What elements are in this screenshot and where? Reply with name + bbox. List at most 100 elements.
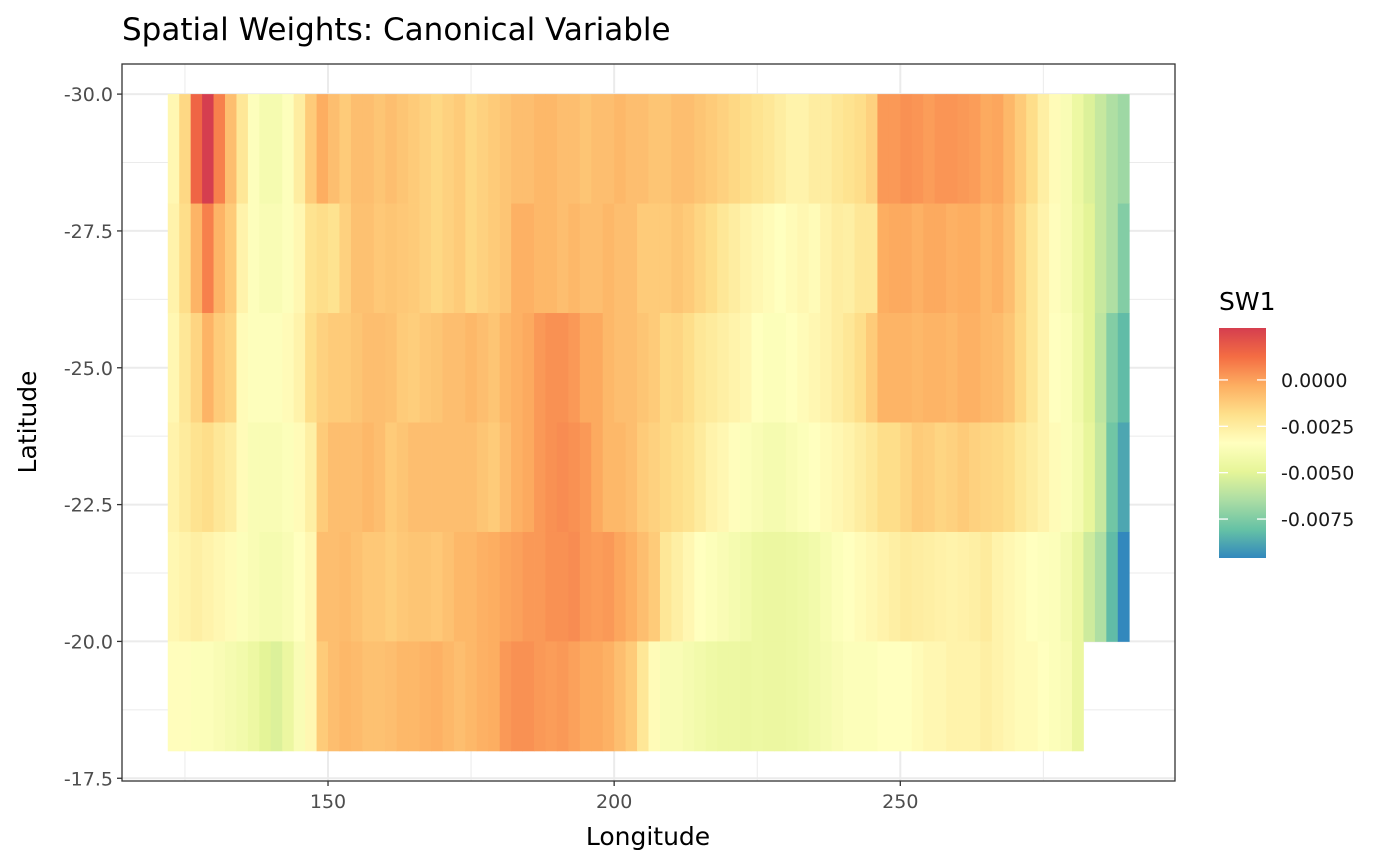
heatmap-cell [453,313,466,423]
heatmap-cell [831,94,844,204]
heatmap-cell [682,203,695,314]
heatmap-cell [1083,203,1096,314]
heatmap-cell [751,641,764,752]
heatmap-cell [1117,531,1130,642]
heatmap-cell [316,641,329,752]
heatmap-cell [808,422,821,533]
legend: SW1 0.0000 -0.0025 -0.0050 -0.0075 [1219,287,1354,558]
y-tick-label: -20.0 [64,631,113,653]
heatmap-cell [728,203,741,314]
heatmap-cell [568,641,581,752]
heatmap-cell [431,422,443,533]
heatmap-cell [946,94,958,204]
heatmap-cell [225,203,237,314]
x-tick-label: 250 [882,791,918,813]
legend-colorbar [1219,328,1266,558]
heatmap-cells [167,94,1130,752]
heatmap-cell [751,313,764,423]
heatmap-cell [740,94,752,204]
heatmap-cell [179,531,192,642]
heatmap-cell [671,203,684,314]
heatmap-cell [213,203,226,314]
heatmap-cell [236,203,249,314]
heatmap-cell [465,313,478,423]
heatmap-cell [442,641,455,752]
heatmap-cell [659,641,672,752]
heatmap-cell [213,641,226,752]
heatmap-cell [396,203,409,314]
heatmap-cell [465,531,478,642]
heatmap-cell [934,531,947,642]
heatmap-cell [843,422,855,533]
heatmap-cell [1094,313,1107,423]
heatmap-cell [202,94,214,204]
heatmap-cell [877,94,890,204]
heatmap-cell [946,313,958,423]
heatmap-cell [476,641,489,752]
heatmap-cell [202,313,214,423]
heatmap-cell [202,641,214,752]
heatmap-cell [225,94,237,204]
heatmap-cell [373,203,386,314]
heatmap-cell [659,203,672,314]
heatmap-cell [225,531,237,642]
heatmap-cell [671,641,684,752]
heatmap-cell [911,94,924,204]
heatmap-cell [442,531,455,642]
heatmap-cell [659,422,672,533]
heatmap-cell [247,641,260,752]
heatmap-cell [602,531,615,642]
heatmap-cell [225,641,237,752]
heatmap-cell [728,531,741,642]
heatmap-cell [179,641,192,752]
heatmap-cell [1071,94,1084,204]
heatmap-cell [328,203,340,314]
heatmap-cell [1014,422,1027,533]
heatmap-cell [831,422,844,533]
heatmap-cell [167,422,180,533]
heatmap-cell [442,422,455,533]
heatmap-cell [419,531,432,642]
heatmap-cell [1083,422,1096,533]
heatmap-cell [682,641,695,752]
heatmap-cell [957,203,970,314]
heatmap-cell [1094,203,1107,314]
heatmap-cell [167,313,180,423]
heatmap-cell [465,422,478,533]
heatmap-cell [1049,531,1061,642]
heatmap-cell [785,641,798,752]
heatmap-cell [1037,641,1050,752]
heatmap-cell [1037,94,1050,204]
heatmap-cell [762,422,775,533]
heatmap-cell [476,531,489,642]
heatmap-cell [877,203,890,314]
heatmap-cell [488,641,501,752]
heatmap-cell [831,313,844,423]
heatmap-cell [270,422,283,533]
heatmap-cell [476,422,489,533]
heatmap-cell [293,94,306,204]
heatmap-cell [728,313,741,423]
heatmap-cell [534,422,546,533]
heatmap-cell [614,641,627,752]
heatmap-cell [785,531,798,642]
heatmap-cell [808,94,821,204]
heatmap-cell [888,94,901,204]
heatmap-cell [270,641,283,752]
heatmap-cell [511,203,523,314]
heatmap-cell [1049,94,1061,204]
heatmap-cell [602,422,615,533]
heatmap-cell [579,531,592,642]
heatmap-cell [625,531,638,642]
legend-tick-label: 0.0000 [1281,370,1347,392]
heatmap-cell [934,313,947,423]
heatmap-cell [579,422,592,533]
heatmap-cell [579,94,592,204]
heatmap-cell [316,422,329,533]
heatmap-cell [957,422,970,533]
heatmap-cell [167,641,180,752]
heatmap-cell [1106,531,1119,642]
heatmap-cell [637,313,649,423]
heatmap-cell [373,313,386,423]
heatmap-cell [408,203,420,314]
